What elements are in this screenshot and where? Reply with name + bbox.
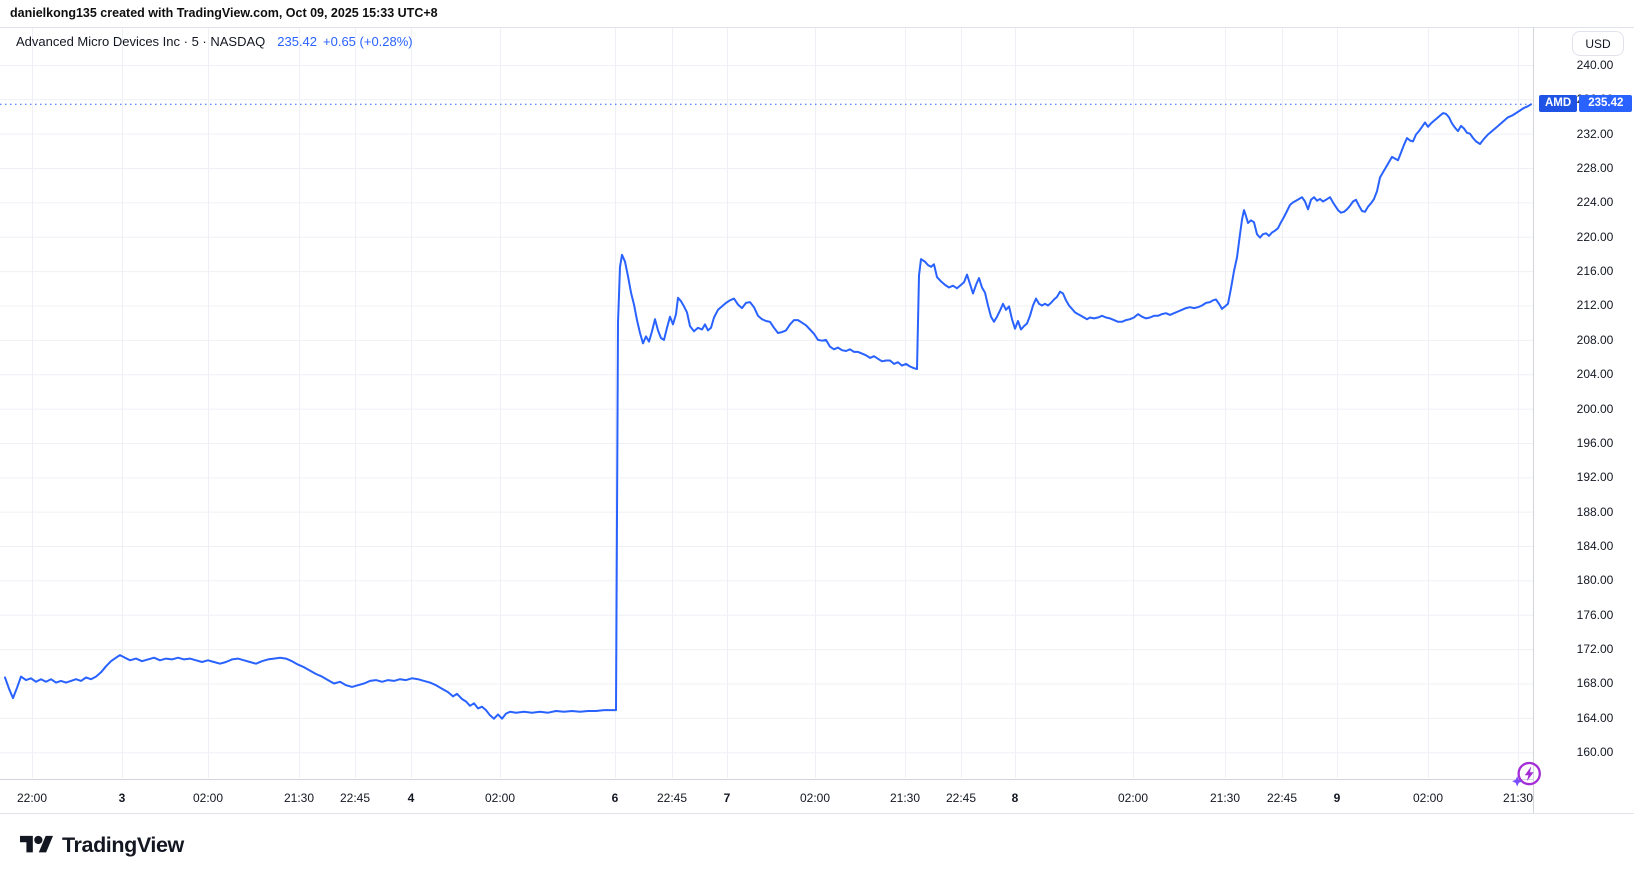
currency-toggle-button[interactable]: USD [1572, 31, 1624, 56]
price-tick-label: 216.00 [1576, 264, 1614, 279]
time-tick-label: 3 [118, 791, 126, 805]
time-tick-label: 02:00 [192, 791, 224, 805]
tradingview-logo-text: TradingView [62, 832, 184, 857]
time-tick-label: 9 [1333, 791, 1341, 805]
price-tick-label: 228.00 [1576, 161, 1614, 176]
last-price-text: 235.42 [277, 34, 318, 49]
time-tick-label: 21:30 [1502, 791, 1534, 805]
time-tick-label: 4 [407, 791, 415, 805]
price-tick-label: 168.00 [1576, 676, 1614, 691]
price-tick-label: 200.00 [1576, 401, 1614, 416]
time-axis[interactable]: 22:00 3 02:00 21:30 22:45 4 02:00 6 22:45 7 02:00 2… [0, 779, 1533, 814]
tradingview-logo[interactable]: TradingView [20, 832, 184, 858]
price-tick-label: 204.00 [1576, 367, 1614, 382]
symbol-quote: 235.42 +0.65 (+0.28%) [277, 34, 412, 49]
price-tick-label: 240.00 [1576, 57, 1614, 72]
tradingview-logo-icon [20, 835, 53, 853]
time-tick-label: 22:00 [16, 791, 48, 805]
price-tick-label: 172.00 [1576, 642, 1614, 657]
last-price-badge: AMD 235.42 [1539, 94, 1633, 112]
price-tick-label: 180.00 [1576, 573, 1614, 588]
price-tick-label: 232.00 [1576, 126, 1614, 141]
currency-label: USD [1585, 36, 1611, 51]
badge-symbol: AMD [1539, 94, 1578, 112]
time-tick-label: 02:00 [799, 791, 831, 805]
chart-plot-area[interactable] [0, 28, 1533, 778]
price-tick-label: 212.00 [1576, 298, 1614, 313]
price-tick-label: 192.00 [1576, 470, 1614, 485]
time-tick-label: 02:00 [1117, 791, 1149, 805]
time-tick-label: 22:45 [945, 791, 977, 805]
time-tick-label: 7 [723, 791, 731, 805]
price-tick-label: 196.00 [1576, 435, 1614, 450]
price-tick-label: 160.00 [1576, 745, 1614, 760]
time-tick-label: 02:00 [1412, 791, 1444, 805]
price-tick-label: 184.00 [1576, 539, 1614, 554]
attribution-bar: danielkong135 created with TradingView.c… [0, 0, 1634, 28]
price-tick-label: 208.00 [1576, 332, 1614, 347]
price-tick-label: 176.00 [1576, 607, 1614, 622]
time-tick-label: 21:30 [1209, 791, 1241, 805]
time-tick-label: 21:30 [283, 791, 315, 805]
time-tick-label: 6 [611, 791, 619, 805]
price-tick-label: 188.00 [1576, 504, 1614, 519]
time-tick-label: 22:45 [656, 791, 688, 805]
attribution-text: danielkong135 created with TradingView.c… [10, 6, 438, 20]
badge-price: 235.42 [1579, 94, 1633, 112]
price-tick-label: 224.00 [1576, 195, 1614, 210]
price-change-text: +0.65 (+0.28%) [323, 34, 413, 49]
price-tick-label: 220.00 [1576, 229, 1614, 244]
time-tick-label: 22:45 [1266, 791, 1298, 805]
symbol-title: Advanced Micro Devices Inc · 5 · NASDAQ [16, 34, 266, 49]
bottom-border [0, 813, 1634, 814]
price-axis-separator [1533, 27, 1534, 814]
price-axis[interactable]: 160.00 164.00 168.00 172.00 176.00 180.00 184.… [1534, 28, 1634, 813]
time-tick-label: 8 [1011, 791, 1019, 805]
time-tick-label: 02:00 [484, 791, 516, 805]
chart-legend: Advanced Micro Devices Inc · 5 · NASDAQ … [16, 34, 413, 49]
time-tick-label: 22:45 [339, 791, 371, 805]
time-tick-label: 21:30 [889, 791, 921, 805]
price-chart-canvas[interactable] [0, 28, 1533, 778]
boost-lightning-icon [1512, 761, 1541, 787]
price-tick-label: 164.00 [1576, 710, 1614, 725]
price-line-series [4, 103, 1532, 720]
